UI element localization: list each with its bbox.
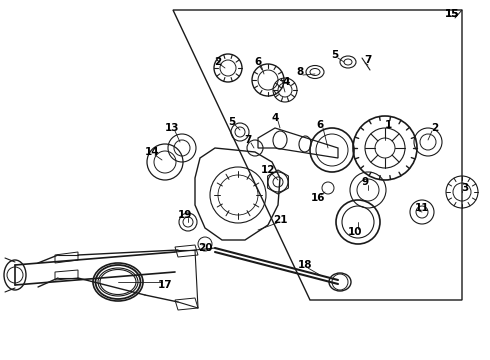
Text: 11: 11 xyxy=(415,203,429,213)
Text: 16: 16 xyxy=(311,193,325,203)
Text: 17: 17 xyxy=(158,280,172,290)
Text: 20: 20 xyxy=(198,243,212,253)
Text: 21: 21 xyxy=(273,215,287,225)
Text: 5: 5 xyxy=(331,50,339,60)
Text: 7: 7 xyxy=(364,55,372,65)
Text: 2: 2 xyxy=(431,123,439,133)
Text: 12: 12 xyxy=(261,165,275,175)
Text: 1: 1 xyxy=(384,120,392,130)
Text: 15: 15 xyxy=(445,9,459,19)
Text: 19: 19 xyxy=(178,210,192,220)
Text: 4: 4 xyxy=(282,77,290,87)
Text: 6: 6 xyxy=(317,120,323,130)
Text: 5: 5 xyxy=(228,117,236,127)
Text: 6: 6 xyxy=(254,57,262,67)
Text: 7: 7 xyxy=(245,135,252,145)
Text: 18: 18 xyxy=(298,260,312,270)
Text: 13: 13 xyxy=(165,123,179,133)
Text: 10: 10 xyxy=(348,227,362,237)
Text: 8: 8 xyxy=(296,67,304,77)
Text: 2: 2 xyxy=(215,57,221,67)
Text: 4: 4 xyxy=(271,113,279,123)
Text: 3: 3 xyxy=(462,183,468,193)
Text: 15: 15 xyxy=(445,9,459,19)
Text: 14: 14 xyxy=(145,147,159,157)
Text: 9: 9 xyxy=(362,177,368,187)
